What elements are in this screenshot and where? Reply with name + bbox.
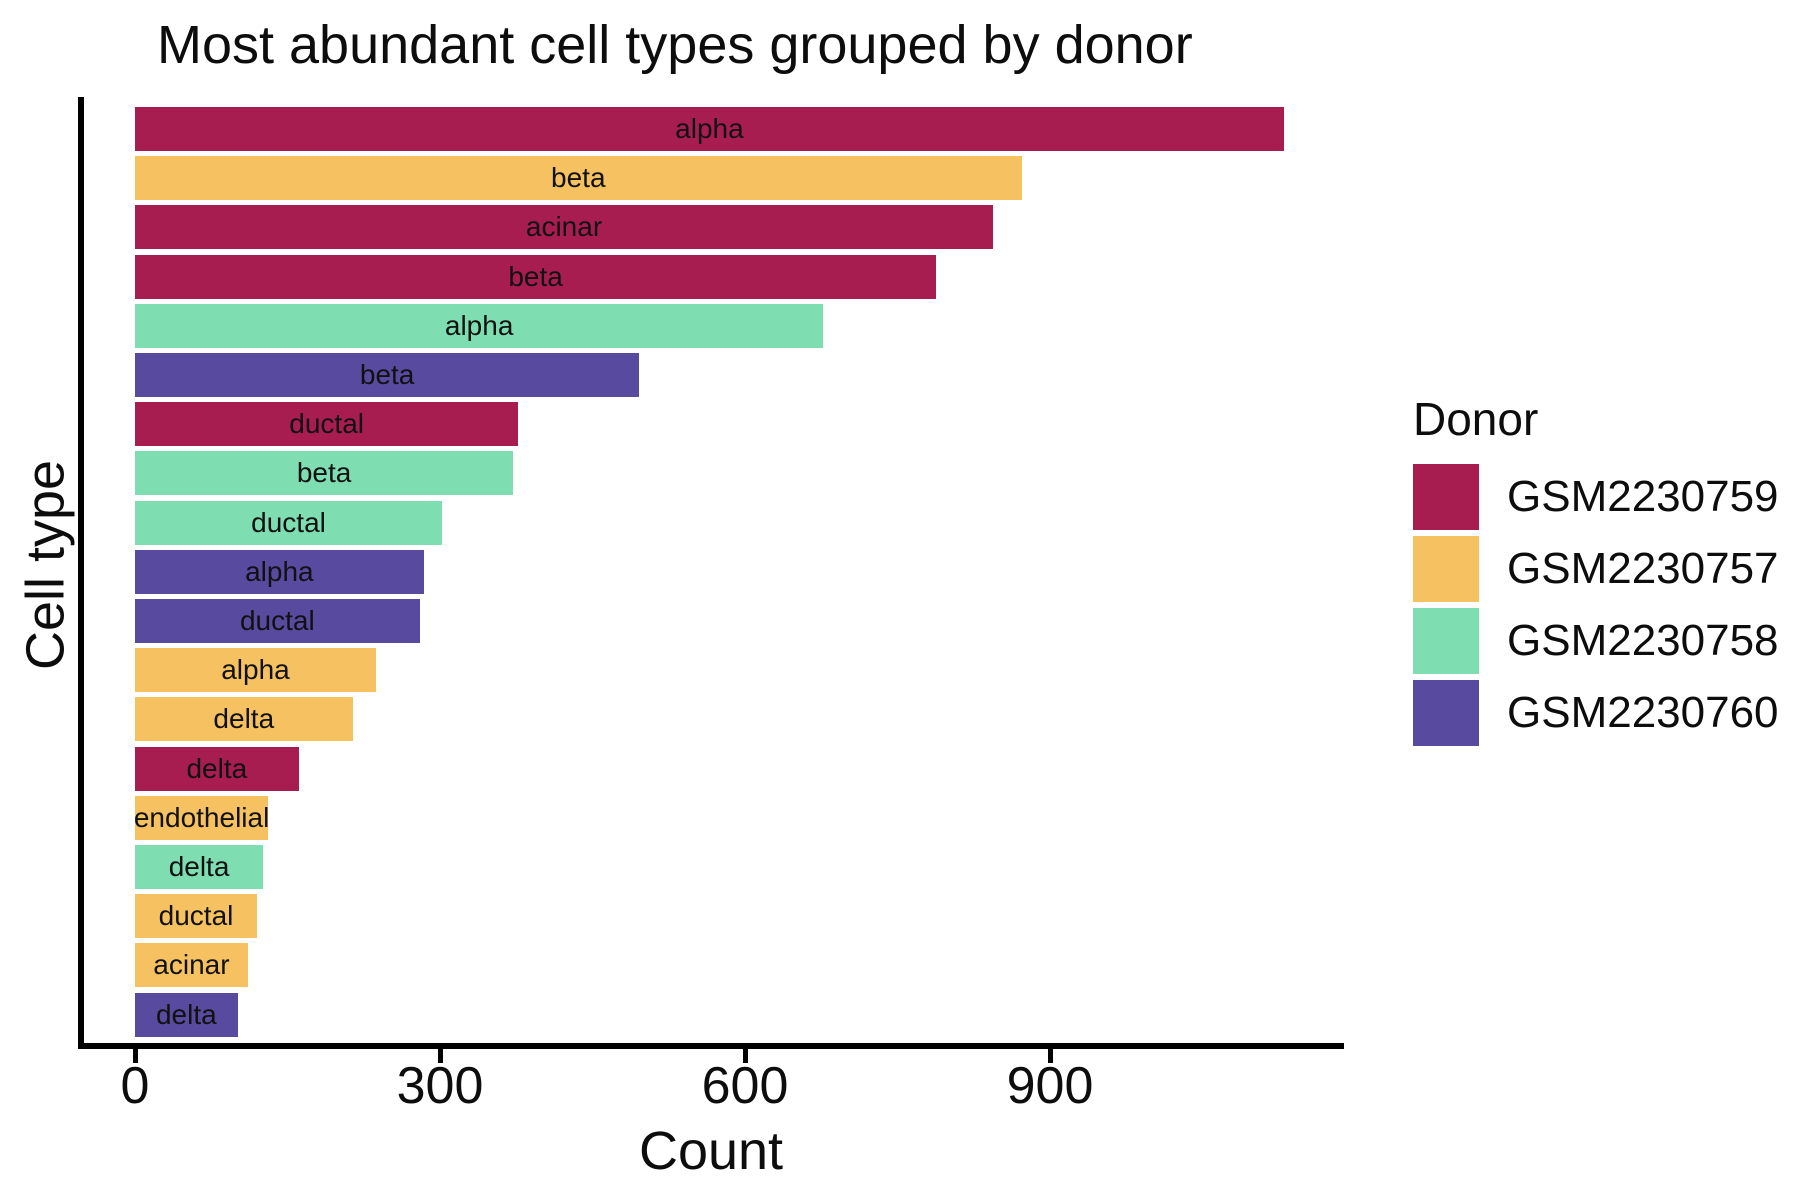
bar-beta-GSM2230760: beta xyxy=(135,353,640,397)
bar-label: alpha xyxy=(245,555,314,587)
bar-label: delta xyxy=(186,752,248,784)
bar-label: delta xyxy=(168,851,230,882)
x-tick-label: 900 xyxy=(1006,1057,1094,1115)
legend: Donor GSM2230759 GSM2230757 GSM2230758 GSM2… xyxy=(1413,396,1779,752)
bar-label: ductal xyxy=(239,605,315,636)
legend-swatch xyxy=(1413,536,1479,602)
x-tick-mark xyxy=(132,1049,138,1063)
x-tick-label: 0 xyxy=(120,1057,150,1115)
legend-item-GSM2230760: GSM2230760 xyxy=(1413,680,1779,746)
bar-label: ductal xyxy=(158,900,234,932)
bar-beta-GSM2230759: beta xyxy=(135,254,937,299)
legend-title: Donor xyxy=(1413,393,1539,445)
legend-item-GSM2230758: GSM2230758 xyxy=(1413,608,1779,674)
bar-ductal-GSM2230758: ductal xyxy=(135,500,443,545)
bar-label: alpha xyxy=(675,113,744,144)
legend-item-label: GSM2230759 xyxy=(1507,472,1779,521)
bar-label: delta xyxy=(155,998,217,1030)
bar-alpha-GSM2230759: alpha xyxy=(135,107,1284,151)
bar-label: endothelial xyxy=(133,801,270,833)
bar-delta-GSM2230759: delta xyxy=(135,746,299,791)
bar-delta-GSM2230760: delta xyxy=(135,992,238,1037)
x-tick-label: 600 xyxy=(701,1057,789,1115)
bar-alpha-GSM2230758: alpha xyxy=(135,303,824,348)
bar-delta-GSM2230758: delta xyxy=(135,845,264,889)
legend-items: GSM2230759 GSM2230757 GSM2230758 GSM2230760 xyxy=(1413,464,1779,746)
bar-alpha-GSM2230760: alpha xyxy=(135,549,424,594)
x-axis-spine xyxy=(78,1043,1344,1049)
legend-swatch xyxy=(1413,680,1479,746)
y-axis-spine xyxy=(78,97,84,1049)
legend-item-label: GSM2230760 xyxy=(1507,688,1779,737)
x-tick-mark xyxy=(742,1049,748,1063)
legend-item-GSM2230759: GSM2230759 xyxy=(1413,464,1779,530)
bar-acinar-GSM2230757: acinar xyxy=(135,943,248,988)
bar-label: beta xyxy=(508,260,563,292)
legend-swatch xyxy=(1413,464,1479,530)
x-tick-label: 300 xyxy=(396,1057,484,1115)
bar-ductal-GSM2230757: ductal xyxy=(135,894,257,939)
x-tick-mark xyxy=(437,1049,443,1063)
x-tick-mark xyxy=(1047,1049,1053,1063)
chart-title: Most abundant cell types grouped by dono… xyxy=(157,15,1193,75)
legend-swatch xyxy=(1413,608,1479,674)
legend-item-label: GSM2230758 xyxy=(1507,616,1779,665)
bar-label: beta xyxy=(359,359,415,390)
bar-label: alpha xyxy=(221,654,290,686)
bar-endothelial-GSM2230757: endothelial xyxy=(133,795,270,840)
bar-ductal-GSM2230759: ductal xyxy=(135,402,519,447)
bar-label: ductal xyxy=(251,506,326,538)
legend-item-label: GSM2230757 xyxy=(1507,544,1779,593)
bar-label: acinar xyxy=(153,949,230,981)
bar-label: beta xyxy=(551,162,606,194)
bar-acinar-GSM2230759: acinar xyxy=(135,205,994,250)
y-axis-label: Cell type xyxy=(15,459,76,671)
bar-alpha-GSM2230757: alpha xyxy=(135,648,376,693)
bar-label: acinar xyxy=(525,211,603,243)
bar-beta-GSM2230758: beta xyxy=(135,451,514,496)
bar-label: delta xyxy=(213,703,275,735)
bar-label: ductal xyxy=(289,408,364,440)
bar-delta-GSM2230757: delta xyxy=(135,697,353,742)
legend-item-GSM2230757: GSM2230757 xyxy=(1413,536,1779,602)
bar-beta-GSM2230757: beta xyxy=(135,156,1022,201)
bar-ductal-GSM2230760: ductal xyxy=(135,599,420,643)
bar-label: beta xyxy=(296,457,352,489)
x-axis-label: Count xyxy=(638,1121,784,1181)
bar-label: alpha xyxy=(444,309,514,341)
